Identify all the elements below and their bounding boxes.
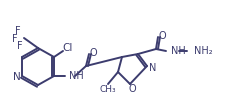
- Text: N: N: [149, 63, 156, 73]
- Text: CH₃: CH₃: [99, 85, 116, 95]
- Text: NH: NH: [69, 71, 83, 81]
- Text: F: F: [17, 41, 23, 51]
- Text: Cl: Cl: [63, 43, 73, 53]
- Text: O: O: [128, 84, 135, 94]
- Text: O: O: [158, 31, 165, 41]
- Text: O: O: [89, 48, 96, 58]
- Text: F: F: [12, 34, 18, 44]
- Text: NH₂: NH₂: [193, 46, 212, 56]
- Text: F: F: [15, 26, 21, 36]
- Text: NH: NH: [170, 46, 185, 56]
- Text: N: N: [13, 72, 21, 82]
